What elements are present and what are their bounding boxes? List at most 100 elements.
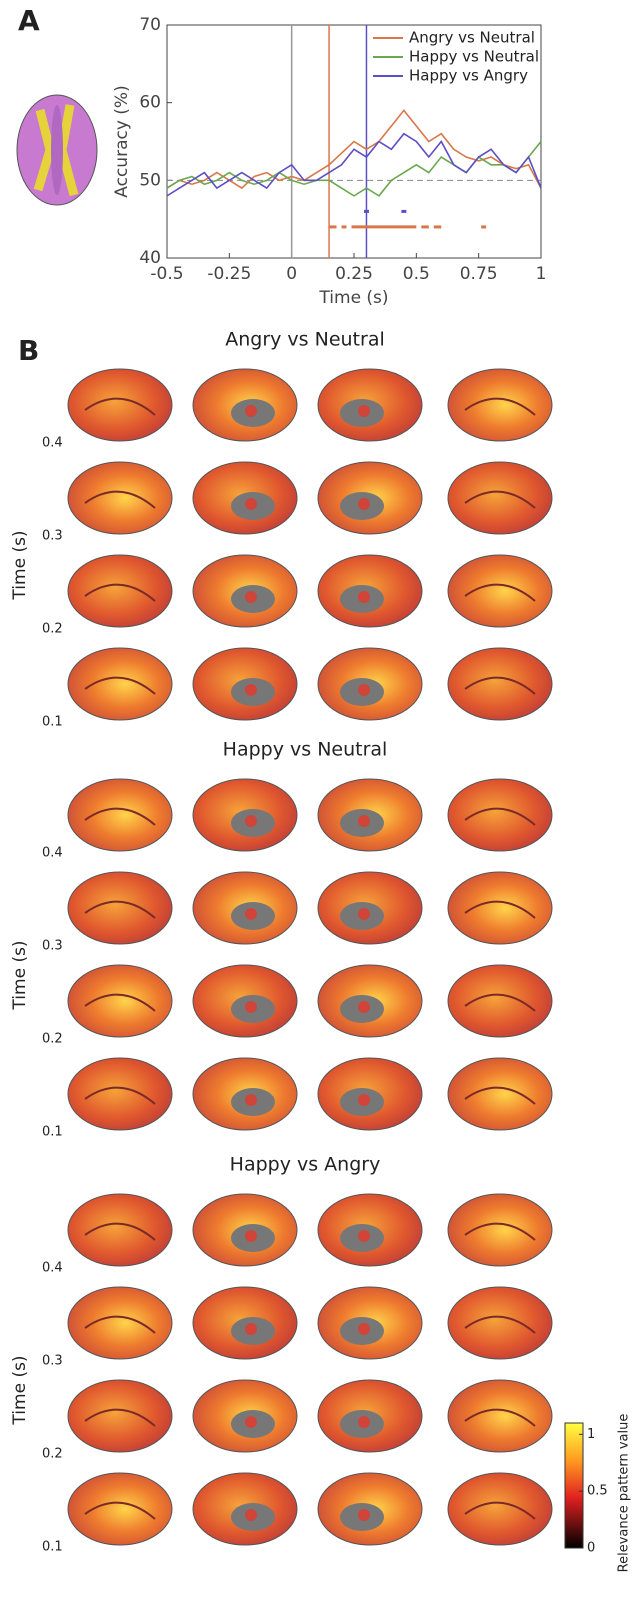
brain-image	[67, 778, 173, 852]
brain-nucleus	[358, 1416, 370, 1428]
brain-surface	[447, 778, 553, 852]
brain-image	[447, 1193, 553, 1267]
brain-surface	[447, 1193, 553, 1267]
brain-surface	[67, 368, 173, 442]
legend-label: Angry vs Neutral	[409, 29, 535, 47]
brain-surface	[447, 1057, 553, 1131]
brain-nucleus	[245, 498, 257, 510]
brain-sulcus	[464, 1222, 536, 1241]
brain-image	[317, 1193, 423, 1267]
brain-nucleus	[358, 1001, 370, 1013]
brain-image	[447, 1057, 553, 1131]
x-tick-label: 0.25	[335, 264, 373, 284]
brain-image	[447, 461, 553, 535]
x-axis-label: Time (s)	[318, 288, 388, 308]
brain-sulcus	[464, 1408, 536, 1427]
brain-surface	[447, 368, 553, 442]
brain-nucleus	[245, 591, 257, 603]
brain-image	[317, 778, 423, 852]
brain-nucleus	[245, 1509, 257, 1521]
brain-image	[192, 1472, 298, 1546]
brain-surface	[67, 647, 173, 721]
y-tick-label: 70	[139, 15, 161, 35]
brain-sulcus	[84, 993, 156, 1012]
brain-image	[317, 1379, 423, 1453]
brain-image	[67, 647, 173, 721]
brain-image	[317, 461, 423, 535]
brain-image	[447, 778, 553, 852]
colorbar-tick-label: 0	[587, 1541, 595, 1556]
brain-nucleus	[245, 1001, 257, 1013]
y-axis-label: Time (s)	[10, 530, 30, 600]
y-tick-label: 60	[139, 93, 161, 113]
brain-nucleus	[358, 498, 370, 510]
brain-nucleus	[358, 591, 370, 603]
brain-image	[447, 1472, 553, 1546]
colorbar	[564, 1422, 584, 1549]
brain-image	[67, 964, 173, 1038]
brain-image	[192, 554, 298, 628]
y-tick-label: 50	[139, 170, 161, 190]
brain-sulcus	[464, 397, 536, 416]
brain-nucleus	[245, 684, 257, 696]
brain-nucleus	[245, 1094, 257, 1106]
brain-nucleus	[358, 1509, 370, 1521]
x-tick-label: 1	[536, 264, 547, 284]
brain-nucleus	[245, 1416, 257, 1428]
brain-image	[192, 1286, 298, 1360]
brain-image	[192, 647, 298, 721]
brain-surface	[447, 461, 553, 535]
brain-surface	[447, 647, 553, 721]
colorbar-label: Relevance pattern value	[617, 1414, 632, 1573]
brain-image	[67, 1193, 173, 1267]
brain-sulcus	[84, 490, 156, 509]
brain-surface	[67, 461, 173, 535]
brain-nucleus	[245, 1230, 257, 1242]
section-title: Happy vs Neutral	[223, 739, 388, 761]
legend-label: Happy vs Angry	[409, 67, 528, 85]
brain-nucleus	[245, 815, 257, 827]
brain-sulcus	[84, 1222, 156, 1241]
brain-image	[192, 1193, 298, 1267]
brain-surface	[447, 1379, 553, 1453]
y-axis-label: Time (s)	[10, 940, 30, 1010]
time-tick-label: 0.4	[42, 1261, 63, 1276]
brain-sulcus	[84, 900, 156, 919]
colorbar-tick-label: 1	[587, 1427, 595, 1442]
time-tick-label: 0.2	[42, 1032, 63, 1047]
time-tick-label: 0.3	[42, 529, 63, 544]
brain-surface	[67, 1286, 173, 1360]
brain-image	[447, 368, 553, 442]
brain-sulcus	[464, 1086, 536, 1105]
time-tick-label: 0.1	[42, 1540, 63, 1555]
brain-sulcus	[84, 1315, 156, 1334]
time-tick-label: 0.2	[42, 1447, 63, 1462]
brain-image	[192, 871, 298, 945]
x-tick-label: 0.75	[460, 264, 498, 284]
brain-surface	[447, 1472, 553, 1546]
section-title: Happy vs Angry	[230, 1154, 381, 1176]
brain-image	[67, 461, 173, 535]
brain-image	[67, 1057, 173, 1131]
brain-image	[67, 1472, 173, 1546]
brain-image	[67, 368, 173, 442]
brain-image	[192, 778, 298, 852]
brain-nucleus	[245, 908, 257, 920]
y-tick-label: 40	[139, 248, 161, 268]
time-tick-label: 0.3	[42, 1354, 63, 1369]
colorbar-tick-label: 0.5	[587, 1484, 608, 1499]
brain-image	[192, 368, 298, 442]
x-tick-label: 0.5	[403, 264, 430, 284]
legend-label: Happy vs Neutral	[409, 48, 539, 66]
time-tick-label: 0.4	[42, 436, 63, 451]
brain-sulcus	[464, 807, 536, 826]
brain-thumbnail	[16, 94, 98, 206]
time-tick-label: 0.1	[42, 1125, 63, 1140]
brain-sulcus	[84, 397, 156, 416]
brain-image	[317, 1472, 423, 1546]
brain-image	[67, 1286, 173, 1360]
brain-nucleus	[245, 1323, 257, 1335]
brain-nucleus	[358, 405, 370, 417]
brain-image	[192, 1057, 298, 1131]
brain-sulcus	[464, 1315, 536, 1334]
